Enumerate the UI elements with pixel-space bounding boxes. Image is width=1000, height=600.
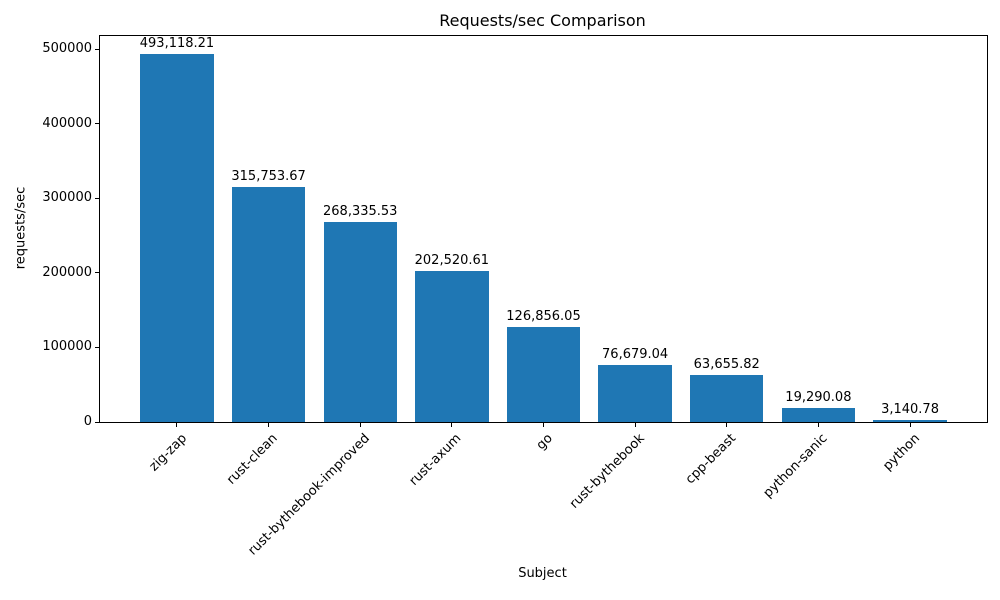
- bar-python: [873, 419, 947, 422]
- bar-value-label: 63,655.82: [693, 356, 760, 372]
- x-tick-label: go: [534, 431, 557, 454]
- bar-rust-bythebook: [598, 364, 672, 422]
- y-tick-mark: [95, 346, 99, 348]
- bar-value-label: 126,856.05: [506, 309, 581, 325]
- x-tick-label: python-sanic: [761, 431, 831, 501]
- x-tick-mark: [543, 423, 544, 427]
- y-tick-label: 200000: [42, 264, 92, 280]
- bar-value-label: 493,118.21: [139, 36, 215, 52]
- bar-rust-bythebook-improved: [323, 221, 397, 422]
- bar-value-label: 315,753.67: [231, 168, 306, 184]
- chart-title: Requests/sec Comparison: [439, 11, 646, 30]
- x-tick-label: rust-bythebook: [567, 431, 648, 512]
- x-tick-label: rust-axum: [406, 431, 465, 489]
- x-tick-mark: [176, 423, 178, 427]
- y-tick-mark: [95, 48, 99, 50]
- y-tick-label: 0: [83, 414, 92, 429]
- bar-rust-clean: [231, 186, 306, 422]
- bar-value-label: 19,290.08: [785, 389, 852, 405]
- y-tick-label: 300000: [42, 190, 92, 206]
- y-tick-mark: [95, 421, 99, 423]
- bar-value-label: 202,520.61: [414, 253, 490, 269]
- y-tick-mark: [95, 123, 99, 125]
- bar-value-label: 76,679.04: [602, 346, 669, 362]
- plot-area: 0 100000 200000 300000 400000 500000 493,118.2…: [42, 35, 988, 558]
- bar-python-sanic: [781, 407, 856, 422]
- y-tick-label: 500000: [42, 41, 92, 57]
- x-tick-mark: [268, 423, 270, 427]
- x-tick-mark: [359, 423, 361, 427]
- bar-value-label: 3,140.78: [881, 401, 939, 417]
- x-tick-mark: [817, 423, 819, 427]
- y-tick-mark: [95, 272, 99, 274]
- bar-go: [506, 327, 581, 422]
- bar-cpp-beast: [690, 374, 764, 422]
- x-tick-mark: [909, 423, 911, 427]
- x-tick-mark: [634, 423, 636, 427]
- y-axis-label: requests/sec: [13, 186, 29, 270]
- y-tick-label: 400000: [42, 115, 92, 131]
- x-tick-label: zig-zap: [146, 431, 190, 475]
- y-tick-mark: [95, 197, 99, 199]
- bar-rust-axum: [415, 271, 489, 422]
- x-tick-label: python: [879, 431, 923, 474]
- x-axis-label: Subject: [518, 566, 567, 581]
- x-tick-mark: [726, 423, 728, 427]
- bar-value-label: 268,335.53: [323, 203, 398, 219]
- x-tick-mark: [451, 423, 453, 427]
- x-tick-label: cpp-beast: [683, 431, 740, 488]
- x-tick-label: rust-clean: [224, 431, 282, 488]
- bar-zig-zap: [140, 54, 214, 422]
- y-tick-label: 100000: [42, 339, 92, 355]
